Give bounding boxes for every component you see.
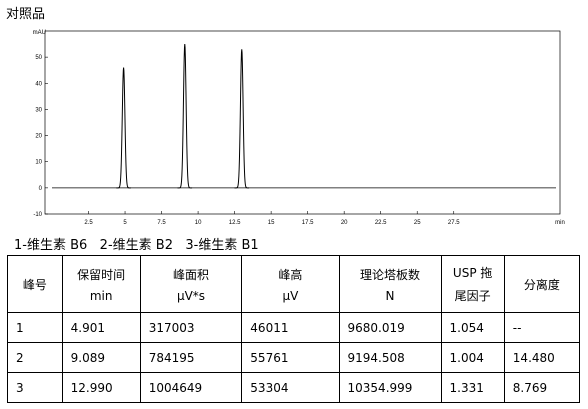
header-cell: 峰面积 μV*s	[139, 255, 243, 313]
chromatogram: mAU min -10 0 10 20 30 40 50 2.5 5 7.5 10 12.5 15 17.5 2…	[33, 30, 565, 226]
row: 3 12.990 1004649 53304 10354.999 1.331 8.769	[7, 372, 581, 403]
header-text: 分离度	[523, 277, 560, 292]
x-tick-label: 22.5	[375, 220, 387, 226]
header-row: 峰号 保留时间 min 峰面积 μV*s 峰高 μV 理论塔板数 N USP 拖尾因子 分离度	[7, 255, 581, 313]
y-tick-label: 40	[35, 81, 42, 87]
x-tick-label: 10	[195, 220, 202, 226]
y-unit: mAU	[33, 30, 46, 36]
cell: 9.089	[61, 342, 141, 373]
header-text: min	[89, 288, 113, 303]
header-text: USP 拖	[452, 266, 493, 280]
cell: 1.331	[440, 372, 505, 403]
cell: 1.004	[440, 342, 505, 373]
plot-frame	[44, 30, 561, 215]
cell: 9680.019	[338, 312, 442, 343]
cell: 46011	[241, 312, 340, 343]
cell: 10354.999	[338, 372, 442, 403]
y-tick-label: 50	[35, 55, 42, 61]
results-table: 峰号 保留时间 min 峰面积 μV*s 峰高 μV 理论塔板数 N USP 拖尾因子 分离度 1 4.…	[7, 255, 581, 403]
cell: 8.769	[503, 372, 581, 403]
x-tick-label: 17.5	[302, 220, 314, 226]
cell: 1.054	[440, 312, 505, 343]
header-text: 峰面积	[172, 267, 209, 282]
peak	[177, 44, 193, 189]
x-tick-label: 25	[414, 220, 421, 226]
header-text: μV*s	[176, 288, 206, 303]
header-cell: 峰号	[7, 255, 63, 313]
cell: --	[503, 312, 581, 343]
x-tick-label: 27.5	[448, 220, 460, 226]
peak	[234, 49, 250, 189]
cell: 2	[7, 342, 63, 373]
cell: 12.990	[61, 372, 141, 403]
y-tick-label: -10	[33, 212, 42, 218]
cell: 1	[7, 312, 63, 343]
y-tick-label: 30	[35, 107, 42, 113]
y-tick-label: 0	[39, 186, 43, 192]
cell: 55761	[241, 342, 340, 373]
x-tick-label: 2.5	[84, 220, 93, 226]
header-cell: 分离度	[503, 255, 581, 313]
header-text: 峰高	[278, 267, 303, 282]
y-tick-label: 20	[35, 134, 42, 140]
cell: 4.901	[61, 312, 141, 343]
header-cell: 保留时间 min	[61, 255, 141, 313]
x-unit: min	[555, 220, 565, 226]
row: 2 9.089 784195 55761 9194.508 1.004 14.480	[7, 342, 581, 373]
x-tick-label: 12.5	[229, 220, 241, 226]
y-tick-label: 10	[35, 160, 42, 166]
header-text: μV	[282, 288, 299, 303]
row: 1 4.901 317003 46011 9680.019 1.054 --	[7, 312, 581, 343]
cell: 1004649	[139, 372, 243, 403]
header-text: 峰号	[22, 277, 47, 292]
header-cell: 峰高 μV	[241, 255, 340, 313]
x-tick-label: 5	[123, 220, 127, 226]
cell: 9194.508	[338, 342, 442, 373]
cell: 14.480	[503, 342, 581, 373]
x-tick-label: 20	[341, 220, 348, 226]
cell: 784195	[139, 342, 243, 373]
cell: 53304	[241, 372, 340, 403]
header-text: 尾因子	[454, 289, 491, 303]
header-text: N	[385, 288, 395, 303]
header-text: 保留时间	[77, 267, 126, 282]
x-tick-label: 7.5	[157, 220, 166, 226]
peak	[116, 67, 131, 189]
cell: 317003	[139, 312, 243, 343]
header-cell: 理论塔板数 N	[338, 255, 442, 313]
header-text: 理论塔板数	[360, 267, 421, 282]
page-title: 对照品	[6, 7, 46, 22]
cell: 3	[7, 372, 63, 403]
x-tick-label: 15	[268, 220, 275, 226]
caption: 1-维生素 B6 2-维生素 B2 3-维生素 B1	[14, 238, 259, 253]
header-cell: USP 拖尾因子	[440, 255, 505, 313]
